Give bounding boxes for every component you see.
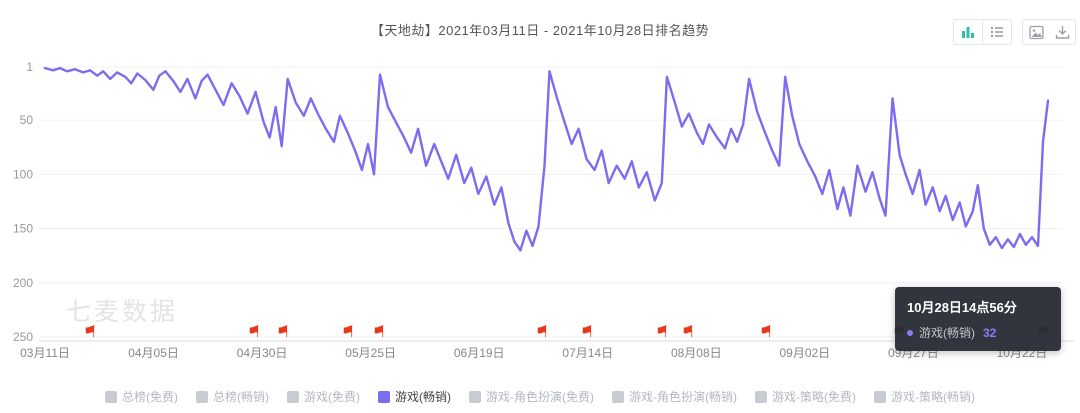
x-tick-label: 03月11日 [20,346,70,360]
legend-swatch-icon [196,390,208,403]
legend-label: 游戏-角色扮演(免费) [486,390,594,404]
export-image-button[interactable] [1023,20,1049,44]
x-tick-label: 08月08日 [671,346,722,360]
legend-label: 游戏(畅销) [395,390,451,404]
export-group [1022,19,1076,45]
legend-bar: 总榜(免费) 总榜(畅销) 游戏(免费) 游戏(畅销) 游戏-角色扮演(免费) 游戏-角色… [0,388,1080,405]
tooltip-row: 游戏(畅销) 32 [907,324,1049,341]
flag-marker-icon[interactable]: ⚑ [680,324,696,341]
y-tick-label: 100 [13,167,33,181]
rank-trend-line[interactable] [43,66,1050,252]
tooltip: 10月28日14点56分 游戏(畅销) 32 [895,287,1061,351]
x-tick-label: 04月05日 [128,346,179,360]
legend-label: 总榜(免费) [122,390,178,404]
flag-marker-icon[interactable]: ⚑ [654,324,670,341]
tooltip-series-label: 游戏(畅销) [919,326,975,340]
download-icon [1055,25,1069,39]
tooltip-timestamp: 10月28日14点56分 [907,300,1017,315]
legend-swatch-icon [612,390,624,403]
download-button[interactable] [1049,20,1075,44]
legend-swatch-icon [287,390,299,403]
export-image-icon [1028,25,1044,39]
legend-label: 总榜(畅销) [213,390,269,404]
flag-marker-icon[interactable]: ⚑ [372,324,387,341]
legend-item-1[interactable]: 总榜(畅销) [196,388,269,405]
legend-item-7[interactable]: 游戏-策略(畅销) [874,388,975,405]
flag-marker-icon[interactable]: ⚑ [83,324,98,341]
flag-marker-icon[interactable]: ⚑ [340,324,356,341]
flag-marker-icon[interactable]: ⚑ [759,324,774,341]
y-tick-label: 1 [26,60,33,74]
legend-label: 游戏-策略(免费) [772,390,856,404]
legend-label: 游戏-角色扮演(畅销) [629,390,737,404]
flag-marker-icon[interactable]: ⚑ [579,324,594,341]
legend-item-2[interactable]: 游戏(免费) [287,388,360,405]
y-tick-label: 150 [13,222,33,236]
legend-swatch-icon [378,390,390,403]
legend-label: 游戏(免费) [304,390,360,404]
flag-marker-icon[interactable]: ⚑ [534,324,549,341]
y-tick-label: 250 [13,330,33,344]
view-toggle-group [953,19,1012,45]
legend-label: 游戏-策略(畅销) [891,390,975,404]
legend-swatch-icon [105,390,117,403]
x-tick-label: 09月02日 [779,346,830,360]
x-tick-label: 06月19日 [454,346,505,360]
x-tick-label: 04月30日 [237,346,288,360]
legend-swatch-icon [874,390,886,403]
bar-chart-view-button[interactable] [954,20,982,44]
legend-item-6[interactable]: 游戏-策略(免费) [755,388,856,405]
trend-chart-area[interactable]: 七麦数据 1 50 100 150 200 250 03月11日 04月05日 04月30日 05… [0,40,1080,370]
tooltip-value: 32 [983,325,997,340]
legend-item-0[interactable]: 总榜(免费) [105,388,178,405]
list-view-icon [990,26,1003,38]
legend-swatch-icon [755,390,767,403]
series-dot-icon [907,329,913,336]
page-title: 【天地劫】2021年03月11日 - 2021年10月28日排名趋势 [370,23,710,38]
x-tick-label: 07月14日 [562,346,613,360]
y-tick-label: 50 [20,113,34,127]
chart-toolbar [953,19,1076,45]
legend-item-5[interactable]: 游戏-角色扮演(畅销) [612,388,737,405]
legend-item-4[interactable]: 游戏-角色扮演(免费) [469,388,594,405]
watermark: 七麦数据 [66,298,179,326]
legend-item-3[interactable]: 游戏(畅销) [378,388,451,405]
flag-marker-icon[interactable]: ⚑ [275,324,291,341]
flag-marker-icon[interactable]: ⚑ [246,324,261,341]
x-tick-label: 05月25日 [345,346,396,360]
legend-swatch-icon [469,390,481,403]
y-tick-label: 200 [13,276,33,290]
bar-chart-icon [962,27,974,38]
list-view-button[interactable] [982,20,1011,44]
